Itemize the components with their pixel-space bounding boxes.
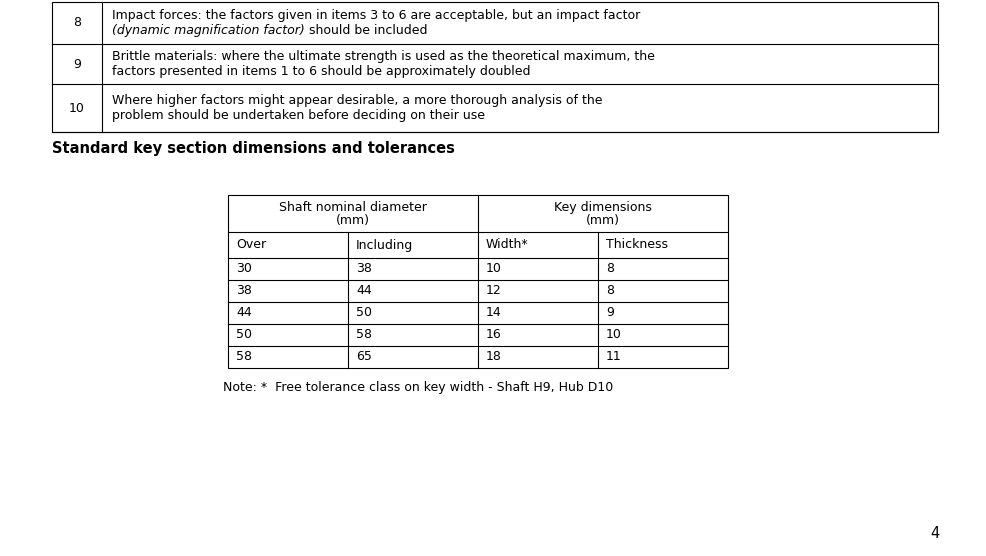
Text: 12: 12 (486, 285, 502, 297)
Text: 8: 8 (606, 262, 614, 276)
Text: 18: 18 (486, 350, 502, 364)
Text: 38: 38 (356, 262, 372, 276)
Text: (dynamic magnification factor): (dynamic magnification factor) (112, 24, 305, 37)
Text: factors presented in items 1 to 6 should be approximately doubled: factors presented in items 1 to 6 should… (112, 65, 530, 78)
Text: 8: 8 (73, 17, 81, 29)
Text: 9: 9 (606, 306, 614, 320)
Text: Key dimensions: Key dimensions (554, 201, 652, 214)
Bar (52, 2, 938, 132)
Text: 14: 14 (486, 306, 502, 320)
Text: 10: 10 (69, 102, 85, 115)
Text: Thickness: Thickness (606, 239, 668, 251)
Text: 58: 58 (236, 350, 252, 364)
Text: 44: 44 (236, 306, 251, 320)
Text: 4: 4 (931, 525, 940, 540)
Text: Width*: Width* (486, 239, 528, 251)
Text: 65: 65 (356, 350, 372, 364)
Text: 8: 8 (606, 285, 614, 297)
Text: 10: 10 (606, 329, 622, 341)
Text: 58: 58 (356, 329, 372, 341)
Text: 50: 50 (236, 329, 252, 341)
Bar (228, 195, 728, 368)
Text: Shaft nominal diameter: Shaft nominal diameter (279, 201, 427, 214)
Text: Over: Over (236, 239, 266, 251)
Text: Impact forces: the factors given in items 3 to 6 are acceptable, but an impact f: Impact forces: the factors given in item… (112, 9, 640, 22)
Text: 10: 10 (486, 262, 502, 276)
Text: 9: 9 (73, 57, 81, 71)
Text: problem should be undertaken before deciding on their use: problem should be undertaken before deci… (112, 109, 485, 122)
Text: Brittle materials: where the ultimate strength is used as the theoretical maximu: Brittle materials: where the ultimate st… (112, 50, 655, 63)
Text: 50: 50 (356, 306, 372, 320)
Text: Where higher factors might appear desirable, a more thorough analysis of the: Where higher factors might appear desira… (112, 94, 602, 107)
Text: Including: Including (356, 239, 413, 251)
Text: Note: *  Free tolerance class on key width - Shaft H9, Hub D10: Note: * Free tolerance class on key widt… (223, 381, 613, 395)
Text: 11: 11 (606, 350, 622, 364)
Text: should be included: should be included (305, 24, 427, 37)
Text: (mm): (mm) (336, 215, 370, 227)
Text: (mm): (mm) (586, 215, 620, 227)
Text: 44: 44 (356, 285, 372, 297)
Text: 16: 16 (486, 329, 502, 341)
Text: Standard key section dimensions and tolerances: Standard key section dimensions and tole… (52, 141, 455, 156)
Text: 30: 30 (236, 262, 251, 276)
Text: 38: 38 (236, 285, 251, 297)
